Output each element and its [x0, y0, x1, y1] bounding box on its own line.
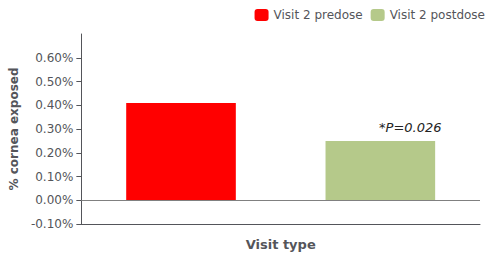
svg-text:-0.10%: -0.10% — [31, 217, 73, 231]
svg-text:0.50%: 0.50% — [35, 75, 73, 89]
svg-text:*P=0.026: *P=0.026 — [379, 120, 441, 135]
svg-text:Visit 2 predose: Visit 2 predose — [274, 8, 363, 22]
svg-text:Visit type: Visit type — [246, 237, 316, 252]
svg-text:% cornea exposed: % cornea exposed — [7, 67, 21, 190]
svg-text:0.30%: 0.30% — [35, 122, 73, 136]
svg-text:0.60%: 0.60% — [35, 51, 73, 65]
svg-text:0.40%: 0.40% — [35, 98, 73, 112]
svg-text:0.00%: 0.00% — [35, 193, 73, 207]
svg-text:Visit 2 postdose: Visit 2 postdose — [390, 8, 485, 22]
svg-text:0.10%: 0.10% — [35, 170, 73, 184]
svg-text:0.20%: 0.20% — [35, 146, 73, 160]
